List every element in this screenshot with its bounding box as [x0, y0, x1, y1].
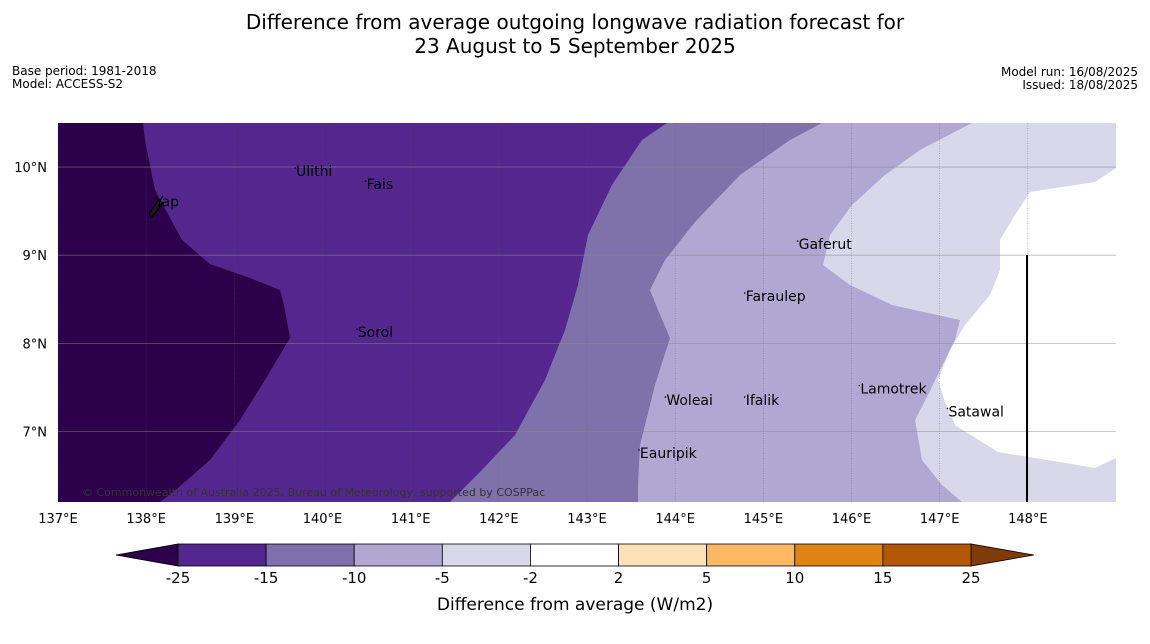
colorbar-tick-label: -10 — [342, 569, 367, 587]
longitude-tick-label: 148°E — [1008, 512, 1048, 527]
place-label-fais: Fais — [367, 177, 394, 193]
colorbar-segment — [530, 543, 619, 567]
island-dot — [743, 292, 746, 294]
place-label-faraulep: Faraulep — [746, 289, 806, 305]
colorbar: -25 -15 -10 -5 -2 2 5 10 15 25 — [115, 543, 1035, 587]
map-title: Difference from average outgoing longwav… — [0, 10, 1150, 58]
colorbar-tick-label: -25 — [166, 569, 191, 587]
latitude-tick-label: 9°N — [23, 249, 48, 264]
island-dot — [946, 407, 949, 410]
title-line-1: Difference from average outgoing longwav… — [245, 10, 905, 34]
yap-island-outline — [148, 199, 164, 219]
colorbar-segment — [882, 543, 972, 567]
model-name: Model: ACCESS-S2 — [12, 77, 124, 91]
contour-layer — [58, 123, 1116, 502]
colorbar-segment — [353, 543, 443, 567]
longitude-tick-label: 142°E — [479, 512, 519, 527]
latitude-tick-label: 10°N — [14, 161, 47, 176]
place-label-sorol: Sorol — [358, 325, 393, 341]
island-dot — [364, 180, 367, 182]
longitude-tick-label: 143°E — [567, 512, 607, 527]
issued-date: Issued: 18/08/2025 — [1022, 78, 1138, 92]
longitude-tick-label: 140°E — [303, 512, 343, 527]
model-run-date: Model run: 16/08/2025 — [1000, 65, 1138, 79]
longitude-tick-label: 138°E — [126, 512, 166, 527]
place-label-woleai: Woleai — [666, 393, 713, 409]
colorbar-tick-label: 5 — [702, 569, 712, 587]
island-dot — [638, 449, 640, 451]
colorbar-segment — [794, 543, 884, 567]
colorbar-over-arrow — [970, 543, 1035, 567]
longitude-axis: 137°E 138°E 139°E 140°E 141°E 142°E 143°E 144°E… — [38, 512, 1047, 527]
colorbar-label: Difference from average (W/m2) — [437, 595, 713, 615]
colorbar-segment — [265, 543, 355, 567]
island-dot — [743, 396, 746, 398]
colorbar-tick-label: 15 — [873, 569, 892, 587]
colorbar-tick-label: -15 — [254, 569, 279, 587]
longitude-tick-label: 137°E — [38, 512, 78, 527]
colorbar-tick-label: 25 — [961, 569, 980, 587]
island-dot — [153, 197, 155, 200]
latitude-axis: 10°N 9°N 8°N 7°N — [14, 161, 47, 440]
colorbar-segment — [177, 543, 267, 567]
longitude-tick-label: 146°E — [832, 512, 872, 527]
colorbar-segment — [706, 543, 796, 567]
place-label-gaferut: Gaferut — [799, 237, 853, 253]
place-label-lamotrek: Lamotrek — [860, 382, 927, 398]
place-label-yap: Yap — [154, 195, 179, 211]
place-label-ifalik: Ifalik — [746, 393, 780, 409]
longitude-tick-label: 147°E — [920, 512, 960, 527]
longitude-tick-label: 145°E — [744, 512, 784, 527]
place-labels: Yap Ulithi Fais Sorol Gaferut Faraulep Lamotre… — [153, 164, 1004, 462]
colorbar-segment — [441, 543, 531, 567]
island-dot — [796, 240, 799, 242]
longitude-tick-label: 141°E — [391, 512, 431, 527]
copyright-text: © Commonwealth of Australia 2025, Bureau… — [82, 486, 545, 499]
colorbar-tick-label: 2 — [614, 569, 624, 587]
graticule — [57, 123, 1116, 502]
island-dot — [664, 396, 667, 398]
colorbar-segment — [618, 543, 708, 567]
base-info: Base period: 1981-2018 Model: ACCESS-S2 — [12, 65, 157, 91]
colorbar-tick-label: -2 — [523, 569, 538, 587]
place-label-satawal: Satawal — [948, 405, 1003, 421]
latitude-tick-label: 7°N — [23, 425, 48, 440]
island-dot — [355, 328, 358, 330]
run-info: Model run: 16/08/2025 Issued: 18/08/2025 — [1001, 66, 1138, 92]
place-label-eauripik: Eauripik — [640, 446, 698, 462]
title-line-2: 23 August to 5 September 2025 — [414, 34, 736, 58]
island-dot — [294, 167, 296, 169]
colorbar-under-arrow — [115, 543, 179, 567]
colorbar-tick-label: 10 — [785, 569, 804, 587]
base-period: Base period: 1981-2018 — [12, 64, 157, 78]
colorbar-tick-label: -5 — [435, 569, 450, 587]
place-label-ulithi: Ulithi — [296, 164, 332, 180]
longitude-tick-label: 139°E — [215, 512, 255, 527]
latitude-tick-label: 8°N — [23, 337, 48, 352]
island-dot — [858, 384, 861, 387]
longitude-tick-label: 144°E — [655, 512, 695, 527]
